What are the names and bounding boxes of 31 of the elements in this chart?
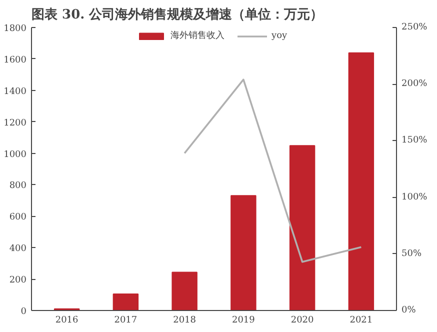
x-tick-label: 2018 <box>173 316 196 326</box>
bar <box>172 272 198 310</box>
y-tick-label: 1600 <box>4 55 27 66</box>
y2-tick-label: 200% <box>402 79 428 90</box>
y2-tick-label: 0% <box>402 306 416 316</box>
y-tick-label: 1000 <box>4 150 27 160</box>
y2-tick-label: 150% <box>402 136 428 146</box>
y-tick-label: 1400 <box>4 86 27 97</box>
y-tick-label: 400 <box>9 244 27 254</box>
x-tick-label: 2017 <box>114 316 138 326</box>
legend-label: yoy <box>272 30 288 40</box>
y-tick-label: 1800 <box>4 24 27 34</box>
y-tick-label: 1200 <box>4 118 27 128</box>
x-tick-label: 2020 <box>290 316 314 326</box>
bar <box>230 195 256 310</box>
bar <box>348 52 374 310</box>
chart-title: 图表 30. 公司海外销售规模及增速（单位：万元） <box>32 6 324 22</box>
y-tick-label: 200 <box>9 276 27 286</box>
y2-tick-label: 50% <box>402 248 422 259</box>
line-series <box>184 78 362 263</box>
x-tick-label: 2016 <box>55 316 79 326</box>
y2-tick-label: 100% <box>402 192 428 202</box>
x-tick-label: 2021 <box>350 316 373 326</box>
bar <box>289 145 316 310</box>
y-tick-label: 0 <box>20 307 27 317</box>
x-tick-label: 2019 <box>232 316 256 326</box>
legend-label: 海外销售收入 <box>170 30 224 42</box>
bar <box>112 293 139 310</box>
y-tick-label: 600 <box>9 212 27 223</box>
y2-tick-label: 250% <box>402 22 428 32</box>
y-tick-label: 800 <box>9 181 27 192</box>
